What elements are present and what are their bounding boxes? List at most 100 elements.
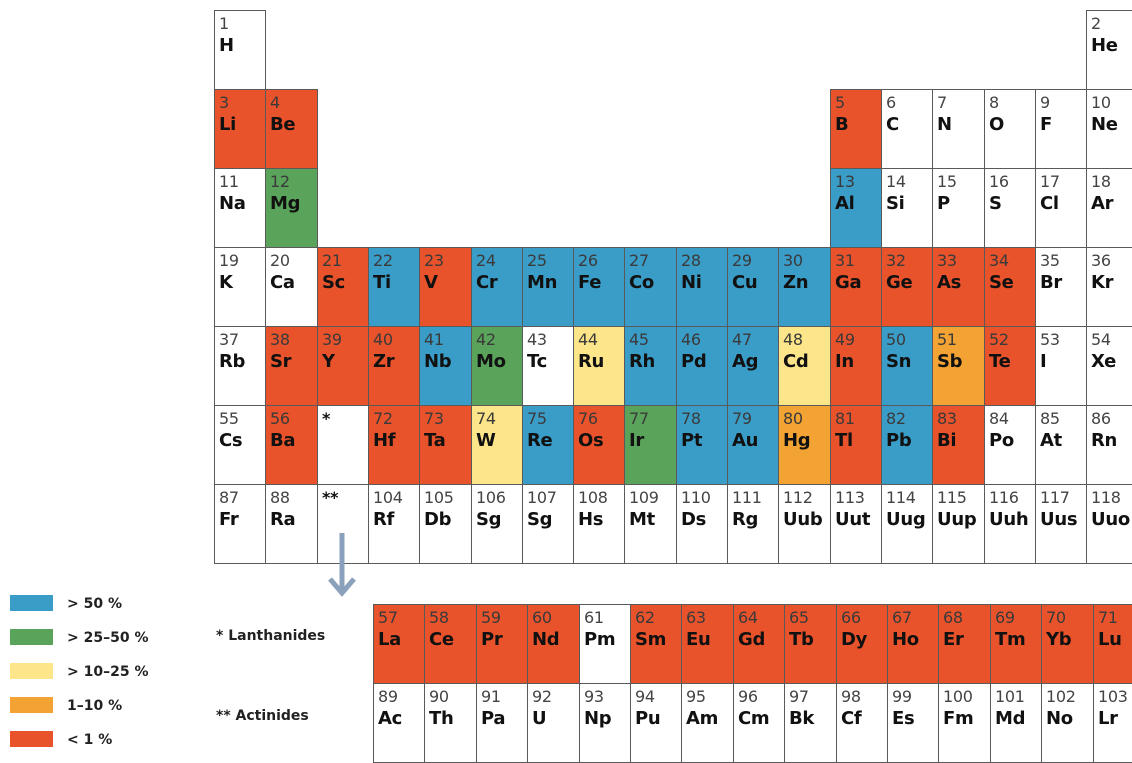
legend-swatch — [10, 697, 53, 713]
element-symbol: I — [1040, 351, 1047, 372]
atomic-number: 19 — [219, 251, 239, 270]
element-symbol: Uut — [835, 509, 871, 530]
legend-swatch — [10, 629, 53, 645]
element-cell: 43 Tc — [522, 326, 574, 406]
element-symbol: Pd — [681, 351, 707, 372]
element-cell: 15 P — [932, 168, 985, 248]
element-symbol: Na — [219, 193, 246, 214]
legend-item: > 25–50 % — [10, 627, 170, 651]
atomic-number: 105 — [424, 488, 454, 507]
element-cell: 87 Fr — [214, 484, 266, 564]
atomic-number: 68 — [943, 608, 963, 627]
element-cell: 55 Cs — [214, 405, 266, 485]
atomic-number: 70 — [1046, 608, 1066, 627]
element-cell: 46 Pd — [676, 326, 728, 406]
atomic-number: 34 — [989, 251, 1009, 270]
atomic-number: 91 — [481, 687, 501, 706]
down-arrow-icon — [328, 533, 356, 597]
element-cell: 66 Dy — [836, 604, 888, 684]
element-symbol: Cd — [783, 351, 809, 372]
atomic-number: 81 — [835, 409, 855, 428]
element-cell: 73 Ta — [419, 405, 472, 485]
legend-item: > 50 % — [10, 593, 170, 617]
atomic-number: 37 — [219, 330, 239, 349]
atomic-number: 53 — [1040, 330, 1060, 349]
element-cell: 40 Zr — [368, 326, 420, 406]
element-symbol: Ir — [629, 430, 644, 451]
atomic-number: ** — [322, 488, 339, 507]
atomic-number: 4 — [270, 93, 280, 112]
atomic-number: 60 — [532, 608, 552, 627]
atomic-number: 9 — [1040, 93, 1050, 112]
atomic-number: 42 — [476, 330, 496, 349]
element-cell: 68 Er — [938, 604, 991, 684]
atomic-number: 41 — [424, 330, 444, 349]
atomic-number: 104 — [373, 488, 403, 507]
atomic-number: 65 — [789, 608, 809, 627]
element-symbol: Au — [732, 430, 759, 451]
element-cell: 113 Uut — [830, 484, 882, 564]
element-cell: 72 Hf — [368, 405, 420, 485]
legend-swatch — [10, 663, 53, 679]
element-symbol: O — [989, 114, 1005, 135]
atomic-number: 112 — [783, 488, 813, 507]
element-cell: 27 Co — [624, 247, 677, 327]
element-symbol: Er — [943, 629, 964, 650]
element-symbol: Sg — [476, 509, 502, 530]
atomic-number: 56 — [270, 409, 290, 428]
element-cell: 88 Ra — [265, 484, 318, 564]
element-symbol: Fr — [219, 509, 239, 530]
element-symbol: Be — [270, 114, 296, 135]
legend-item: 1–10 % — [10, 695, 170, 719]
atomic-number: 101 — [995, 687, 1025, 706]
element-cell: 71 Lu — [1093, 604, 1132, 684]
legend-label: 1–10 % — [67, 698, 123, 714]
atomic-number: 28 — [681, 251, 701, 270]
element-symbol: Uub — [783, 509, 823, 530]
element-cell: 81 Tl — [830, 405, 882, 485]
atomic-number: 36 — [1091, 251, 1111, 270]
element-cell: 51 Sb — [932, 326, 985, 406]
element-cell: 100 Fm — [938, 683, 991, 763]
atomic-number: 51 — [937, 330, 957, 349]
element-symbol: Uuh — [989, 509, 1029, 530]
element-symbol: Fm — [943, 708, 974, 729]
element-cell: 109 Mt — [624, 484, 677, 564]
element-cell: 86 Rn — [1086, 405, 1132, 485]
atomic-number: 6 — [886, 93, 896, 112]
atomic-number: 2 — [1091, 14, 1101, 33]
element-cell: 110 Ds — [676, 484, 728, 564]
element-cell: 118 Uuo — [1086, 484, 1132, 564]
atomic-number: 113 — [835, 488, 865, 507]
element-symbol: Sb — [937, 351, 963, 372]
element-cell: 23 V — [419, 247, 472, 327]
element-symbol: Cu — [732, 272, 758, 293]
element-symbol: Si — [886, 193, 905, 214]
atomic-number: 75 — [527, 409, 547, 428]
element-cell: 54 Xe — [1086, 326, 1132, 406]
element-symbol: In — [835, 351, 854, 372]
atomic-number: 1 — [219, 14, 229, 33]
element-cell: 105 Db — [419, 484, 472, 564]
element-symbol: W — [476, 430, 496, 451]
element-cell: 56 Ba — [265, 405, 318, 485]
element-cell: 32 Ge — [881, 247, 933, 327]
element-symbol: Ds — [681, 509, 707, 530]
element-cell: 21 Sc — [317, 247, 369, 327]
atomic-number: 88 — [270, 488, 290, 507]
element-symbol: Sm — [635, 629, 667, 650]
legend-item: > 10–25 % — [10, 661, 170, 685]
element-cell: 84 Po — [984, 405, 1036, 485]
element-symbol: Xe — [1091, 351, 1117, 372]
element-symbol: Cr — [476, 272, 498, 293]
atomic-number: 38 — [270, 330, 290, 349]
element-symbol: Al — [835, 193, 855, 214]
element-symbol: Ho — [892, 629, 919, 650]
element-cell: 69 Tm — [990, 604, 1042, 684]
actinides-label: ** Actinides — [216, 708, 309, 724]
element-symbol: S — [989, 193, 1002, 214]
element-symbol: Uug — [886, 509, 926, 530]
atomic-number: 82 — [886, 409, 906, 428]
